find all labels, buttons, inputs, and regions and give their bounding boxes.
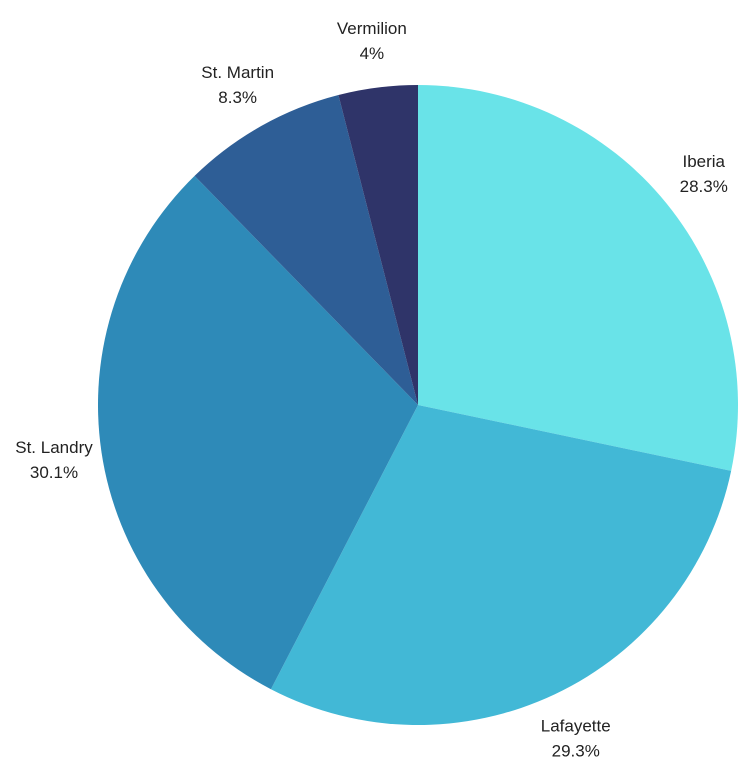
pie-slice [418, 85, 738, 471]
slice-label: Vermilion [337, 19, 407, 38]
slice-value-label: 29.3% [552, 741, 600, 760]
slice-value-label: 30.1% [30, 463, 78, 482]
slice-value-label: 8.3% [218, 88, 257, 107]
pie-slice [270, 405, 732, 725]
slice-label: Iberia [682, 152, 725, 171]
pie-slice [338, 85, 418, 405]
slice-label: Lafayette [541, 716, 611, 735]
slice-label: St. Martin [201, 63, 274, 82]
slice-value-label: 4% [360, 44, 385, 63]
slice-value-label: 28.3% [680, 177, 728, 196]
slice-label: St. Landry [15, 438, 93, 457]
pie-slice [97, 175, 418, 690]
pie-slice [194, 95, 418, 405]
